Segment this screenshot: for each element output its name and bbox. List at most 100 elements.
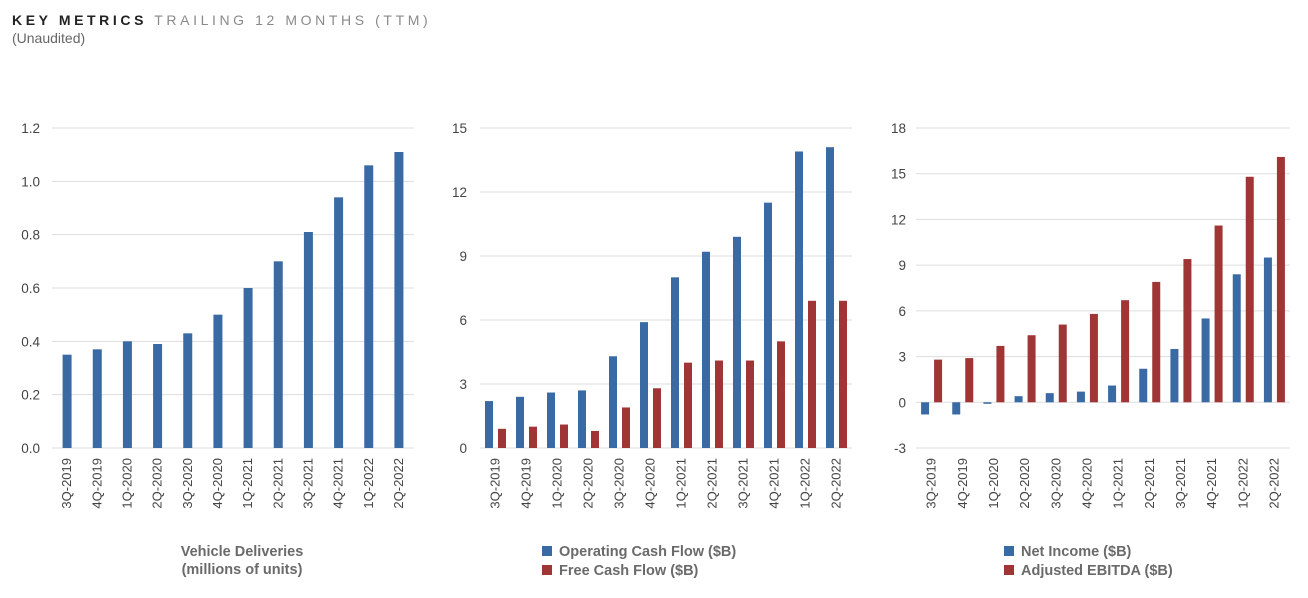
bar-series-2 (1183, 259, 1192, 403)
bar-series-2 (498, 428, 506, 448)
y-tick-label: 3 (459, 377, 467, 392)
bar-series-2 (965, 358, 974, 403)
bar-series-1 (547, 392, 555, 448)
x-tick-label: 3Q-2021 (736, 458, 751, 509)
bar-series-2 (1245, 176, 1254, 403)
chart-1: 0.0 0.2 0.4 0.6 0.8 1.0 1.2 3Q-2019 4Q-2019 1Q-20… (21, 121, 414, 578)
y-tick-label: 6 (459, 313, 467, 328)
bar-series-1 (1076, 391, 1085, 403)
x-tick-label: 3Q-2019 (59, 458, 74, 509)
x-tick-label: 1Q-2020 (986, 458, 1001, 509)
bar (273, 261, 283, 448)
bar (303, 232, 313, 448)
x-axis-label: (millions of units) (182, 562, 303, 578)
bar-series-2 (996, 345, 1005, 403)
bar (394, 152, 404, 448)
bar-series-2 (1214, 225, 1223, 403)
y-tick-label: -3 (894, 441, 906, 456)
x-tick-label: 1Q-2021 (674, 458, 689, 509)
legend-label: Operating Cash Flow ($B) (559, 544, 736, 560)
bar (62, 354, 72, 448)
bar-series-2 (560, 424, 568, 448)
bar-series-1 (1263, 257, 1272, 403)
x-tick-label: 2Q-2020 (581, 458, 596, 509)
x-tick-label: 3Q-2019 (488, 458, 503, 509)
bar (364, 165, 374, 449)
x-tick-label: 1Q-2022 (1235, 458, 1250, 509)
chart-2: 0 3 6 9 12 15 3Q-2019 4Q-2019 1Q-2020 2Q-2020 3Q-2… (452, 121, 852, 579)
x-tick-label: 3Q-2020 (1048, 458, 1063, 509)
bar-series-2 (591, 430, 599, 448)
header-line: KEY METRICS TRAILING 12 MONTHS (TTM) (12, 12, 431, 28)
page-title: KEY METRICS (12, 12, 148, 28)
chart-3: -3 0 3 6 9 12 15 18 3Q-2019 4Q-2019 1Q-2020 2Q-2020… (891, 121, 1290, 579)
x-tick-label: 4Q-2021 (1204, 458, 1219, 509)
header: KEY METRICS TRAILING 12 MONTHS (TTM) (Un… (12, 12, 431, 46)
x-tick-label: 1Q-2020 (550, 458, 565, 509)
x-tick-label: 3Q-2020 (180, 458, 195, 509)
y-tick-label: 1.2 (21, 121, 40, 136)
bar-series-2 (1058, 324, 1067, 403)
x-tick-label: 2Q-2022 (1266, 458, 1281, 509)
bar-series-1 (1108, 385, 1117, 403)
y-tick-label: 9 (459, 249, 467, 264)
legend-swatch (542, 546, 552, 556)
x-tick-label: 4Q-2021 (767, 458, 782, 509)
legend-swatch (1004, 565, 1014, 575)
x-tick-label: 1Q-2020 (119, 458, 134, 509)
x-tick-label: 3Q-2021 (300, 458, 315, 509)
y-tick-label: 0 (898, 395, 906, 410)
bar-series-1 (640, 322, 648, 448)
bar-series-2 (653, 388, 661, 448)
bar-series-2 (1089, 313, 1098, 403)
x-tick-label: 2Q-2020 (150, 458, 165, 509)
x-tick-label: 2Q-2022 (829, 458, 844, 509)
bar-series-1 (733, 236, 741, 448)
bar-series-1 (516, 396, 524, 448)
y-tick-label: 9 (898, 258, 906, 273)
bar (213, 314, 223, 448)
bar-series-2 (746, 360, 754, 448)
y-tick-label: 0 (459, 441, 467, 456)
bar-series-1 (764, 202, 772, 448)
y-tick-label: 18 (891, 121, 906, 136)
x-tick-label: 4Q-2020 (1079, 458, 1094, 509)
bar (334, 197, 344, 448)
page-note: (Unaudited) (12, 30, 86, 46)
x-tick-label: 1Q-2022 (361, 458, 376, 509)
x-tick-label: 1Q-2021 (240, 458, 255, 509)
x-tick-label: 4Q-2019 (955, 458, 970, 509)
x-tick-label: 1Q-2021 (1111, 458, 1126, 509)
bar-series-1 (1201, 318, 1210, 403)
bar (153, 344, 163, 448)
bar (122, 341, 132, 448)
x-tick-label: 2Q-2021 (1142, 458, 1157, 509)
bar-series-2 (777, 341, 785, 448)
bar-series-2 (684, 362, 692, 448)
y-tick-label: 3 (898, 350, 906, 365)
bar-series-2 (529, 426, 537, 448)
bar-series-1 (826, 147, 834, 448)
bar (183, 333, 193, 448)
x-tick-label: 2Q-2021 (705, 458, 720, 509)
y-tick-label: 0.4 (21, 334, 40, 349)
x-axis-label: Vehicle Deliveries (181, 544, 304, 560)
bar-series-1 (983, 402, 992, 404)
bar-series-2 (839, 300, 847, 448)
bar-series-2 (1121, 300, 1130, 403)
legend-swatch (542, 565, 552, 575)
bar-series-1 (609, 356, 617, 448)
x-tick-label: 1Q-2022 (798, 458, 813, 509)
legend-label: Free Cash Flow ($B) (559, 563, 699, 579)
x-tick-label: 4Q-2021 (331, 458, 346, 509)
bar-series-1 (921, 402, 930, 415)
bar-series-1 (952, 402, 961, 415)
legend-label: Net Income ($B) (1021, 544, 1132, 560)
bar-series-1 (1139, 368, 1148, 403)
bar (243, 288, 253, 448)
legend-label: Adjusted EBITDA ($B) (1021, 563, 1173, 579)
y-tick-label: 12 (891, 212, 906, 227)
x-tick-label: 2Q-2020 (1017, 458, 1032, 509)
y-tick-label: 0.2 (21, 388, 40, 403)
